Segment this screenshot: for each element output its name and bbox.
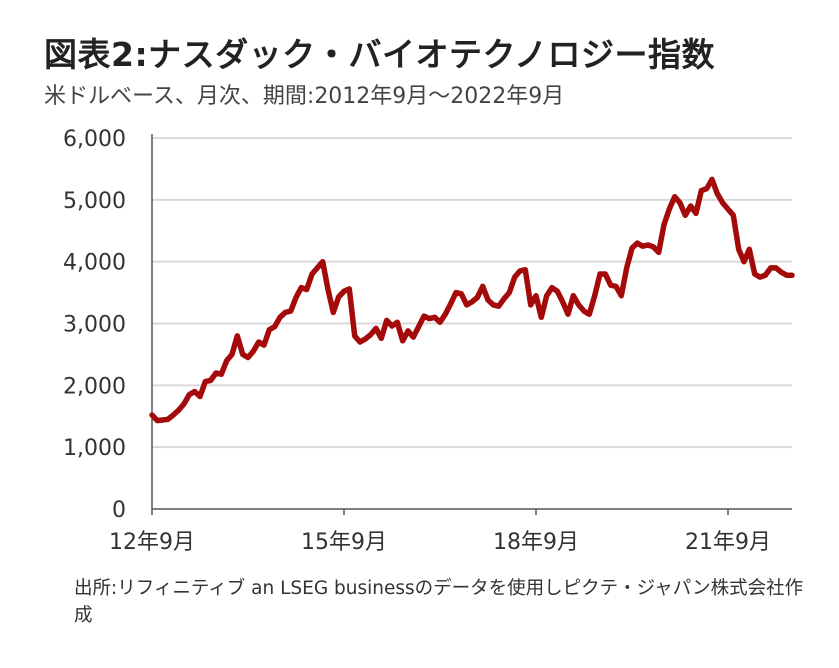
y-tick-label: 2,000	[63, 374, 126, 399]
y-tick-label: 6,000	[63, 127, 126, 152]
chart-title: 図表2:ナスダック・バイオテクノロジー指数	[44, 35, 716, 74]
y-tick-label: 3,000	[63, 313, 126, 338]
series-line	[149, 176, 795, 424]
x-tick-label: 18年9月	[493, 530, 579, 555]
y-tick-label: 1,000	[63, 436, 126, 461]
source-note: 出所:リフィニティブ an LSEG businessのデータを使用しピクテ・ジ…	[74, 578, 804, 626]
y-tick-label: 5,000	[63, 189, 126, 214]
x-tick-label: 21年9月	[685, 530, 771, 555]
y-tick-label: 0	[112, 498, 126, 523]
chart-subtitle: 米ドルベース、月次、期間:2012年9月～2022年9月	[44, 84, 565, 109]
y-tick-label: 4,000	[63, 251, 126, 276]
x-tick-label: 12年9月	[109, 530, 195, 555]
x-tick-label: 15年9月	[301, 530, 387, 555]
